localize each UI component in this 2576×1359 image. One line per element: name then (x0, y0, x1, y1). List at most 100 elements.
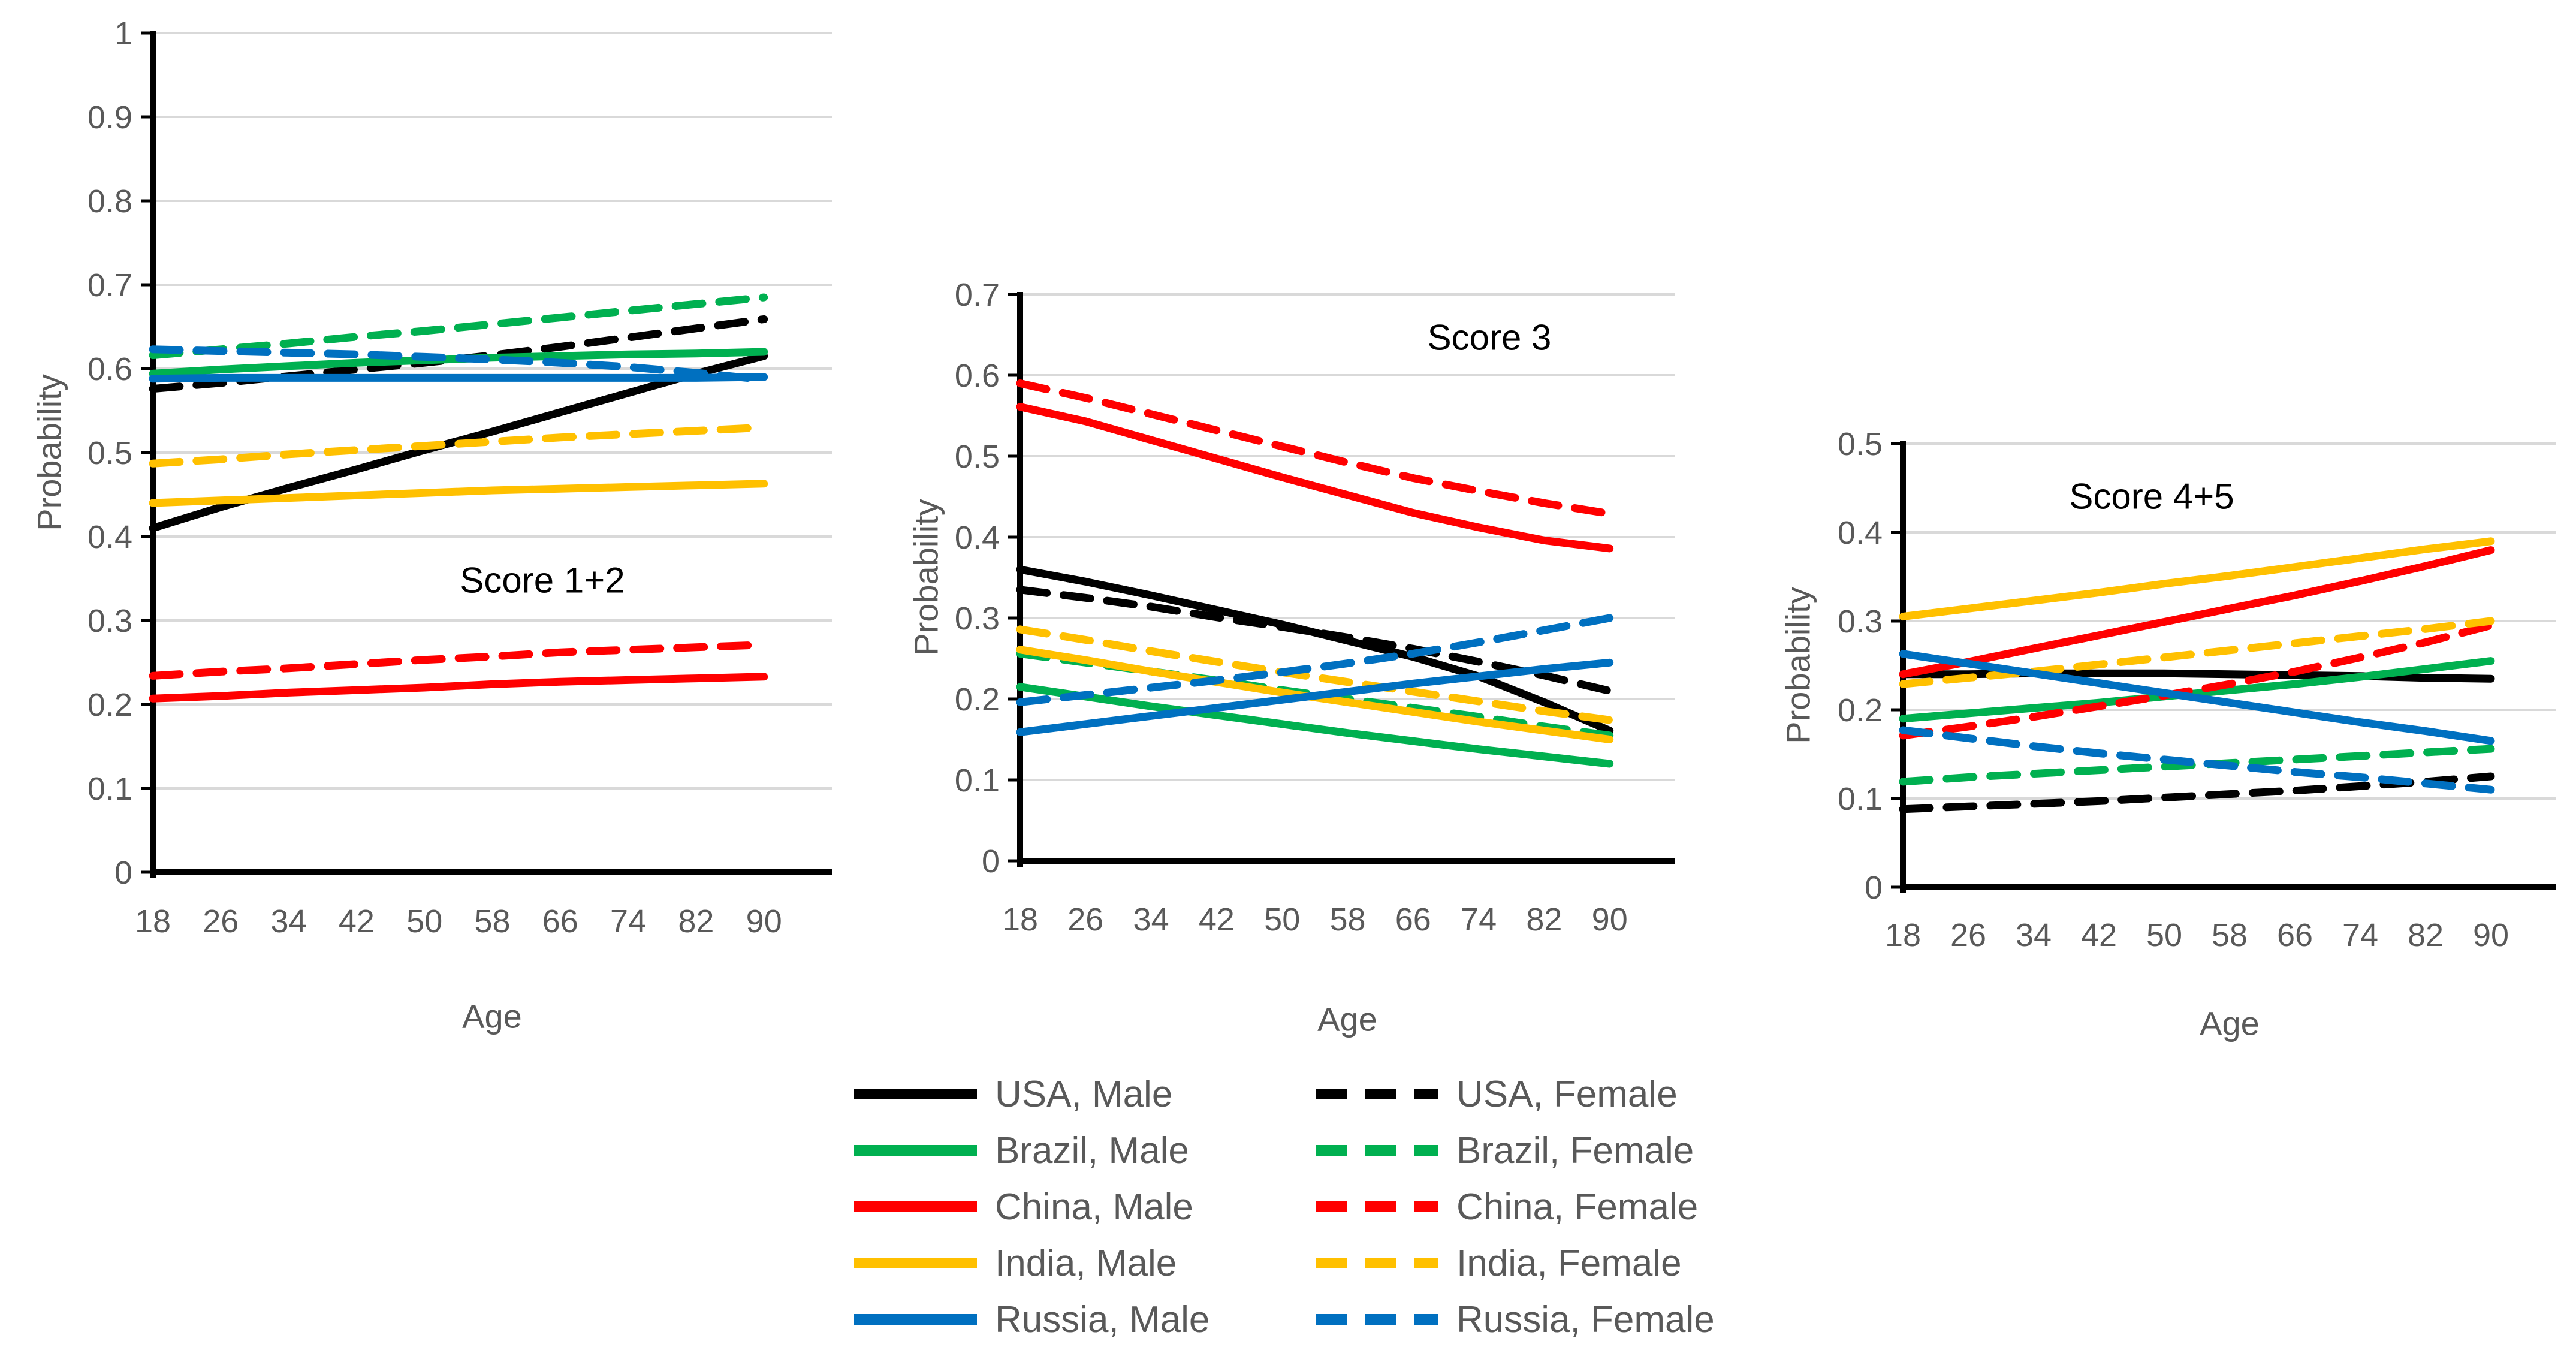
y-tick-label: 0.9 (88, 100, 132, 135)
y-tick-label: 0 (982, 843, 1000, 879)
x-tick-label: 82 (1526, 902, 1562, 938)
legend-dashed-line-swatch (1316, 1089, 1438, 1099)
x-tick-label: 58 (1329, 902, 1365, 938)
y-tick-label: 0.2 (88, 687, 132, 723)
chart2-x-axis-label: Age (1317, 1000, 1377, 1038)
legend-item-brazil-male: Brazil, Male (854, 1122, 1316, 1179)
y-tick-label: 0.7 (955, 277, 1000, 313)
chart3-title: Score 4+5 (2069, 476, 2234, 517)
chart3-x-axis-label: Age (2200, 1004, 2260, 1042)
x-tick-label: 66 (1395, 902, 1431, 938)
x-tick-label: 26 (1067, 902, 1103, 938)
legend-dashed-line-swatch (1316, 1145, 1438, 1156)
chart2-title: Score 3 (1427, 317, 1552, 358)
x-tick-label: 74 (1461, 902, 1497, 938)
series-line-brazil-female (149, 293, 768, 360)
series-line-russia-male (1899, 650, 2495, 745)
x-tick-label: 90 (1592, 902, 1628, 938)
legend-item-brazil-female: Brazil, Female (1316, 1122, 1715, 1179)
y-tick-label: 0.3 (1838, 604, 1883, 640)
series-line-russia-male (149, 373, 768, 383)
series-line-usa-female (1016, 586, 1614, 695)
legend-item-russia-male: Russia, Male (854, 1291, 1316, 1348)
x-tick-label: 82 (678, 903, 714, 939)
x-tick-label: 18 (1002, 902, 1038, 938)
legend-item-usa-male: USA, Male (854, 1066, 1316, 1122)
y-tick-label: 0.7 (88, 267, 132, 303)
y-tick-label: 0.8 (88, 183, 132, 219)
x-tick-label: 74 (2342, 917, 2378, 953)
legend-label: Brazil, Female (1456, 1129, 1694, 1171)
y-tick-label: 0 (1865, 870, 1883, 906)
x-tick-label: 34 (1133, 902, 1169, 938)
legend-label: India, Male (995, 1242, 1177, 1284)
legend-item-china-female: China, Female (1316, 1179, 1715, 1235)
y-tick-label: 0.6 (88, 351, 132, 387)
legend-item-india-female: India, Female (1316, 1235, 1715, 1291)
legend-label: USA, Female (1456, 1073, 1678, 1115)
legend-item-usa-female: USA, Female (1316, 1066, 1715, 1122)
series-line-china-male (1016, 403, 1614, 553)
legend-solid-line-swatch (854, 1258, 977, 1268)
chart1-title: Score 1+2 (460, 560, 625, 601)
series-line-brazil-male (1899, 657, 2495, 723)
series-line-russia-female (149, 345, 768, 384)
series-line-india-female (1899, 617, 2495, 688)
legend-dashed-line-swatch (1316, 1201, 1438, 1212)
legend-label: Russia, Female (1456, 1298, 1715, 1340)
series-line-india-female (1016, 625, 1614, 724)
x-tick-label: 90 (746, 903, 782, 939)
series-line-usa-male (1016, 565, 1614, 735)
x-tick-label: 18 (1885, 917, 1921, 953)
chart3-y-axis-label: Probability (1779, 587, 1817, 744)
legend-dashed-line-swatch (1316, 1258, 1438, 1268)
x-tick-label: 42 (1199, 902, 1235, 938)
y-tick-label: 0.4 (1838, 515, 1883, 551)
series-line-india-male (1899, 537, 2495, 621)
legend-item-china-male: China, Male (854, 1179, 1316, 1235)
series-line-india-female (149, 423, 768, 468)
series-line-china-male (1899, 546, 2495, 679)
legend-label: Brazil, Male (995, 1129, 1189, 1171)
y-tick-label: 0.1 (88, 771, 132, 807)
x-tick-label: 42 (339, 903, 375, 939)
y-tick-label: 0.2 (1838, 692, 1883, 728)
y-tick-label: 0.3 (88, 603, 132, 639)
x-tick-label: 82 (2408, 917, 2444, 953)
y-tick-label: 0.2 (955, 682, 1000, 718)
series-line-china-female (149, 641, 768, 680)
x-tick-label: 90 (2473, 917, 2509, 953)
x-tick-label: 26 (1950, 917, 1986, 953)
x-tick-label: 34 (271, 903, 307, 939)
series-line-russia-female (1016, 614, 1614, 706)
legend-solid-line-swatch (854, 1201, 977, 1212)
y-tick-label: 0 (114, 855, 132, 891)
legend-solid-line-swatch (854, 1089, 977, 1099)
x-tick-label: 42 (2081, 917, 2117, 953)
legend-label: USA, Male (995, 1073, 1173, 1115)
y-tick-label: 0.1 (1838, 781, 1883, 817)
y-tick-label: 0.1 (955, 763, 1000, 798)
legend-solid-line-swatch (854, 1145, 977, 1156)
y-tick-label: 1 (114, 16, 132, 52)
chart-panel-1: 0 0.1 0.2 0.3 0.4 0.5 0.6 0.7 0.8 0.9 1 18 26 34 42 50 5… (88, 16, 832, 939)
series-line-russia-female (1899, 726, 2495, 794)
x-tick-label: 50 (406, 903, 442, 939)
chart1-y-axis-label: Probability (30, 374, 68, 531)
x-tick-label: 34 (2016, 917, 2052, 953)
y-tick-label: 0.6 (955, 358, 1000, 394)
series-line-brazil-male (1016, 683, 1614, 768)
x-tick-label: 66 (542, 903, 578, 939)
legend-item-russia-female: Russia, Female (1316, 1291, 1715, 1348)
x-tick-label: 58 (2212, 917, 2248, 953)
y-tick-label: 0.4 (88, 519, 132, 555)
legend-item-india-male: India, Male (854, 1235, 1316, 1291)
legend-label: China, Male (995, 1186, 1193, 1228)
x-tick-label: 66 (2277, 917, 2313, 953)
series-line-brazil-female (1899, 745, 2495, 786)
x-tick-label: 58 (474, 903, 510, 939)
legend-label: Russia, Male (995, 1298, 1210, 1340)
series-line-russia-male (1016, 658, 1614, 736)
series-line-china-female (1899, 621, 2495, 740)
